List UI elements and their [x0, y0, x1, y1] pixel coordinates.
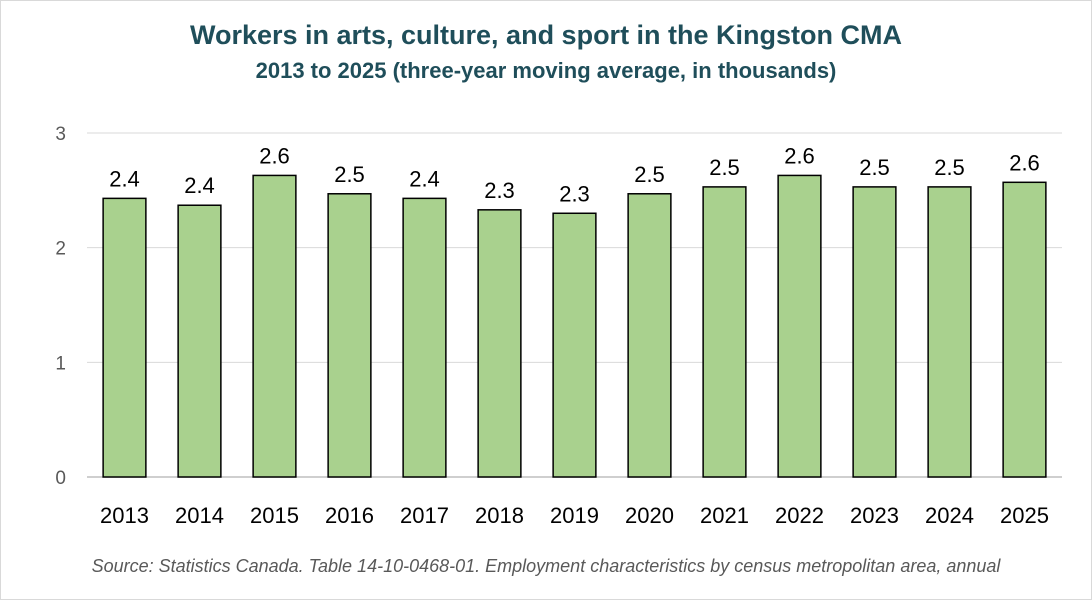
x-tick-label: 2021 — [700, 503, 749, 528]
bar — [177, 204, 222, 478]
source-note: Source: Statistics Canada. Table 14-10-0… — [91, 556, 1001, 576]
bar — [252, 174, 297, 478]
data-label: 2.4 — [109, 166, 140, 191]
x-tick-label: 2022 — [775, 503, 824, 528]
data-label: 2.4 — [184, 173, 215, 198]
y-tick-label: 3 — [55, 124, 66, 145]
data-label: 2.6 — [1009, 150, 1040, 175]
y-tick-label: 1 — [55, 353, 66, 374]
x-tick-label: 2015 — [250, 503, 299, 528]
bar — [1002, 181, 1047, 478]
bar — [927, 186, 972, 478]
chart-title: Workers in arts, culture, and sport in t… — [189, 20, 903, 50]
x-tick-label: 2020 — [625, 503, 674, 528]
x-tick-label: 2018 — [475, 503, 524, 528]
data-label: 2.3 — [559, 181, 590, 206]
bar — [552, 212, 597, 478]
bar — [477, 209, 522, 478]
bar — [327, 193, 372, 478]
x-tick-label: 2013 — [100, 503, 149, 528]
x-tick-label: 2017 — [400, 503, 449, 528]
data-label: 2.4 — [409, 166, 440, 191]
data-label: 2.5 — [859, 155, 890, 180]
x-tick-label: 2019 — [550, 503, 599, 528]
y-tick-label: 0 — [55, 468, 66, 489]
bar — [627, 193, 672, 478]
data-label: 2.5 — [934, 155, 965, 180]
data-label: 2.5 — [334, 162, 365, 187]
bar — [777, 174, 822, 478]
bar — [402, 197, 447, 478]
data-label: 2.5 — [634, 162, 665, 187]
bar — [702, 186, 747, 478]
bar — [852, 186, 897, 478]
x-tick-label: 2023 — [850, 503, 899, 528]
bar — [102, 197, 147, 478]
data-label: 2.5 — [709, 155, 740, 180]
chart-subtitle: 2013 to 2025 (three-year moving average,… — [255, 58, 837, 83]
y-tick-label: 2 — [55, 239, 66, 260]
x-tick-label: 2024 — [925, 503, 974, 528]
data-label: 2.6 — [259, 143, 290, 168]
x-tick-label: 2016 — [325, 503, 374, 528]
data-label: 2.3 — [484, 178, 515, 203]
x-tick-label: 2025 — [1000, 503, 1049, 528]
data-label: 2.6 — [784, 143, 815, 168]
x-tick-label: 2014 — [175, 503, 224, 528]
